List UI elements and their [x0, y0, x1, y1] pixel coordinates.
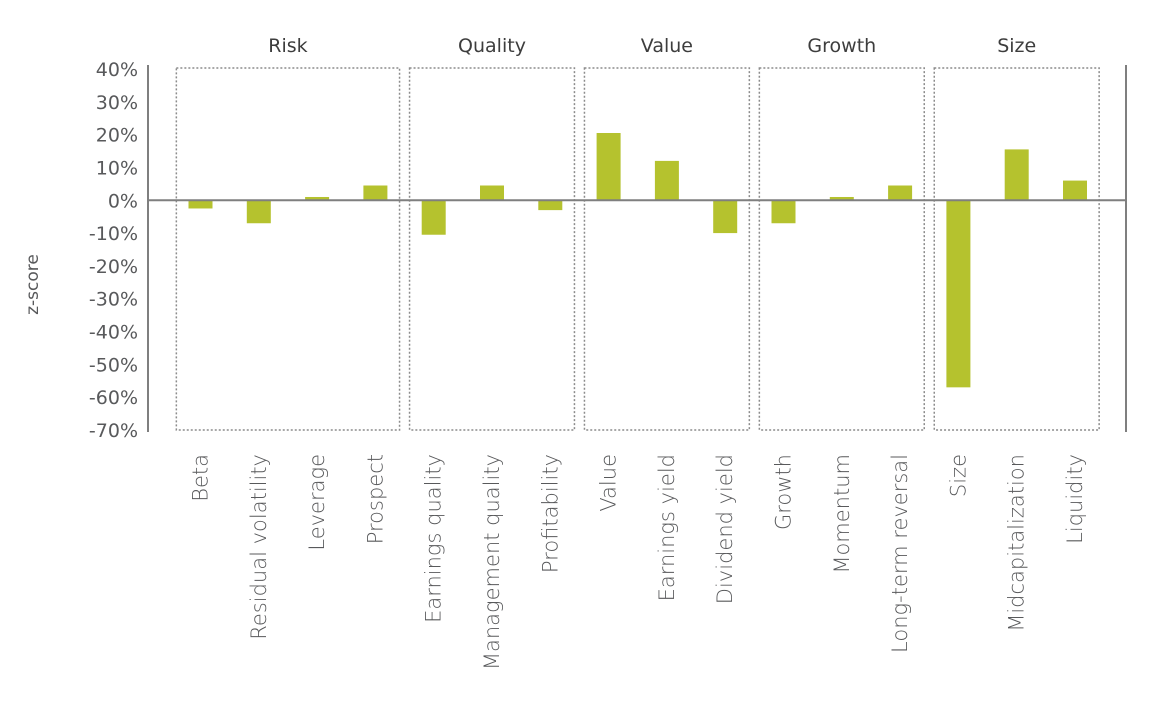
y-tick-label: -50% — [89, 354, 138, 376]
group-label: Quality — [458, 35, 526, 57]
group-label: Risk — [268, 35, 307, 57]
category-label: Residual volatility — [247, 454, 271, 640]
bars — [188, 132, 1087, 388]
y-tick-label: 30% — [96, 92, 138, 114]
group-label: Growth — [807, 35, 876, 57]
category-label: Value — [597, 454, 621, 512]
category-label: Earnings yield — [655, 454, 679, 601]
group-box — [758, 67, 925, 431]
y-tick-label: 20% — [96, 125, 138, 147]
category-label: Liquidity — [1063, 454, 1087, 544]
y-tick-label: 40% — [96, 59, 138, 81]
bar — [654, 160, 679, 201]
bar — [713, 200, 738, 234]
group-label: Value — [641, 35, 693, 57]
y-tick-label: 10% — [96, 157, 138, 179]
category-label: Management quality — [480, 454, 504, 670]
category-label: Profitability — [538, 454, 562, 573]
y-tick-label: -20% — [89, 256, 138, 278]
category-label: Prospect — [363, 454, 387, 544]
bar — [596, 132, 621, 201]
category-label: Growth — [772, 454, 796, 530]
y-tick-label: -60% — [89, 387, 138, 409]
category-label: Long-term reversal — [888, 454, 912, 653]
bar — [946, 200, 971, 388]
bar — [1063, 180, 1087, 201]
category-label: Midcapitalization — [1005, 454, 1029, 632]
bar — [888, 185, 913, 201]
bar — [1004, 149, 1029, 201]
group-box — [583, 67, 751, 431]
bar — [538, 200, 563, 211]
category-label: Size — [946, 454, 970, 497]
category-label: Dividend yield — [713, 454, 737, 604]
category-label: Earnings quality — [422, 454, 446, 623]
bar — [305, 196, 330, 201]
group-box — [933, 67, 1100, 431]
group-boxes — [175, 67, 1100, 431]
y-tick-label: -70% — [89, 420, 138, 442]
bar — [421, 200, 446, 235]
y-tick-label: -30% — [89, 289, 138, 311]
group-box — [408, 67, 576, 431]
bar — [771, 200, 796, 224]
bar — [363, 185, 388, 201]
category-label: Leverage — [305, 454, 329, 551]
y-axis-label: z-score — [23, 254, 43, 315]
bar — [480, 185, 504, 201]
group-label: Size — [997, 35, 1036, 57]
category-label: Momentum — [830, 454, 854, 574]
y-axis-tick-labels: 40% 30% 20% 10% 0% -10% -20% -30% -40% -50% -60% -7… — [89, 59, 138, 442]
bar — [188, 200, 213, 209]
bar — [829, 196, 854, 201]
group-labels: Risk Quality Value Growth Size — [268, 35, 1036, 57]
category-labels: Beta Residual volatility Leverage Prospect E… — [189, 454, 1088, 670]
category-label: Beta — [189, 454, 213, 502]
y-tick-label: -10% — [89, 223, 138, 245]
group-box — [175, 67, 401, 431]
bar — [246, 200, 271, 224]
y-tick-label: 0% — [108, 190, 138, 212]
y-tick-label: -40% — [89, 322, 138, 344]
